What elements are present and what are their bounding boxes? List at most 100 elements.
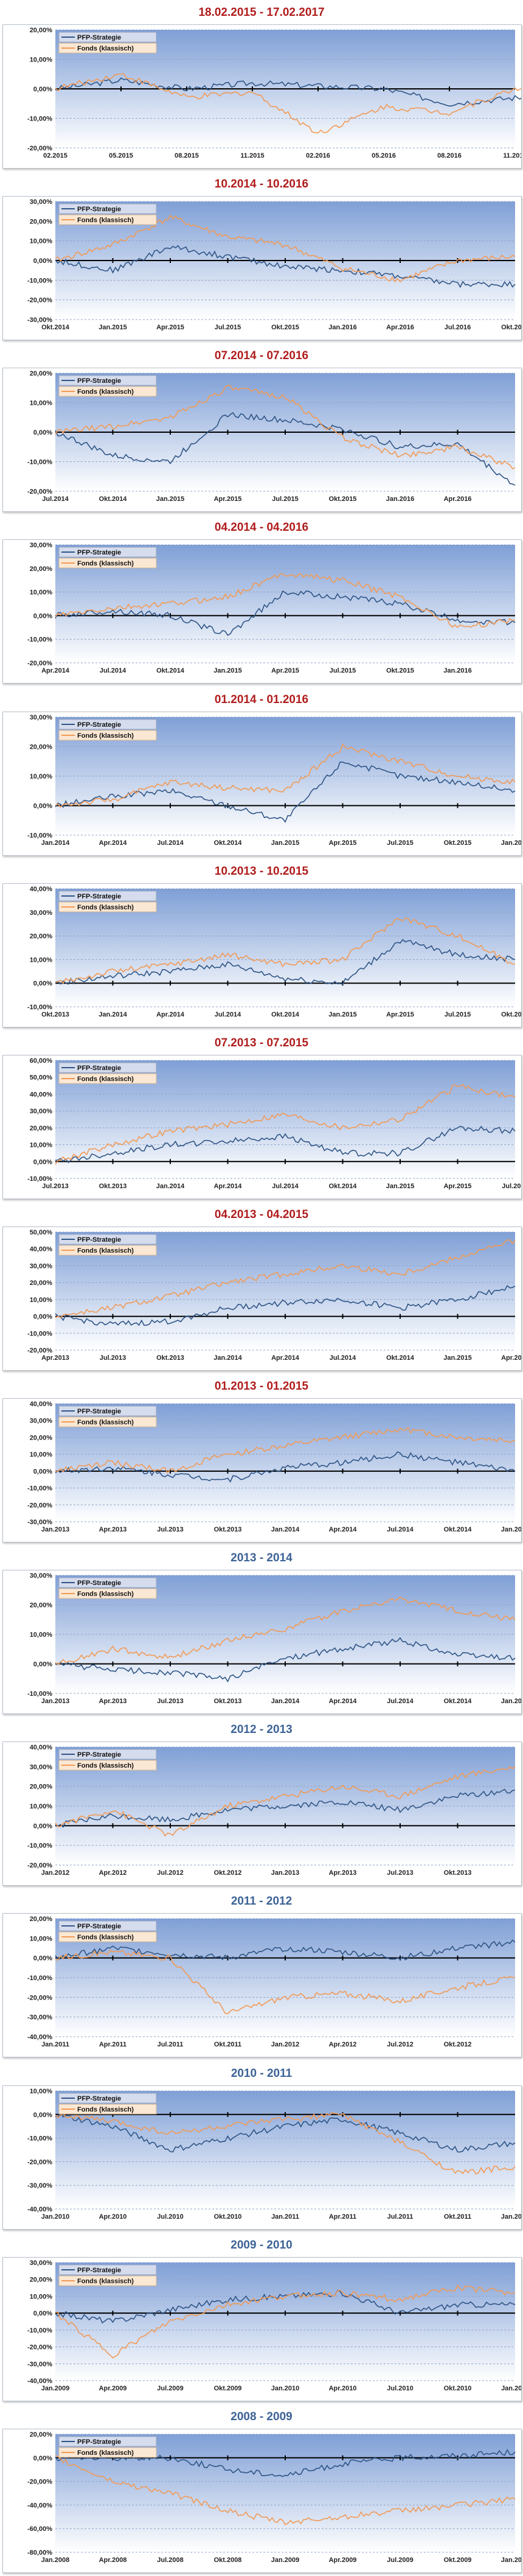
y-tick-label: 10,00%: [30, 1297, 53, 1304]
y-tick-label: 10,00%: [30, 1631, 53, 1639]
x-tick-label: Jul.2014: [42, 495, 69, 503]
y-tick-label: 20,00%: [30, 565, 53, 573]
legend-label-fund: Fonds (klassisch): [77, 217, 134, 224]
legend-entry-bg: [58, 203, 157, 214]
x-tick-label: Okt.2009: [444, 2557, 472, 2564]
chart-frame: 50,00% 40,00% 30,00% 20,00% 10,00% 0,00% -10,0…: [2, 1227, 523, 1371]
x-tick-label: Jan.2016: [443, 667, 471, 674]
legend-label-fund: Fonds (klassisch): [77, 1762, 134, 1769]
x-tick-label: Okt.2013: [156, 1354, 184, 1362]
y-tick-label: -20,00%: [27, 660, 52, 667]
chart-frame: 30,00% 20,00% 10,00% 0,00% -10,00% -20,00% Apr…: [2, 539, 522, 684]
x-tick-label: Apr.2010: [329, 2385, 357, 2392]
x-tick-label: Apr.2015: [271, 667, 299, 674]
x-tick-label: Jul.2013: [42, 1183, 68, 1190]
x-tick-label: Jan.2014: [41, 839, 70, 847]
x-tick-label: Apr.2014: [329, 1698, 358, 1705]
chart-title: 2013 - 2014: [230, 1552, 293, 1564]
y-tick-label: 50,00%: [30, 1229, 53, 1236]
x-tick-label: Okt.2014: [386, 1354, 415, 1362]
x-tick-label: Okt.2014: [156, 667, 185, 674]
y-tick-label: -20,00%: [27, 488, 52, 495]
x-tick-label: Jul.2012: [387, 2041, 413, 2048]
y-tick-label: 40,00%: [30, 886, 53, 893]
x-tick-label: Apr.2014: [41, 667, 70, 674]
legend-entry-bg: [58, 2275, 157, 2286]
legend-label-strategy: PFP-Strategie: [77, 377, 121, 385]
y-tick-label: 10,00%: [30, 238, 53, 245]
x-tick-label: Jan.2014: [213, 1354, 242, 1362]
y-tick-label: 0,00%: [33, 612, 52, 620]
line-chart: 30,00% 20,00% 10,00% 0,00% -10,00% -20,00% -30…: [27, 198, 523, 331]
x-tick-label: Okt.2014: [329, 1183, 358, 1190]
y-tick-label: -20,00%: [27, 2344, 52, 2351]
series-line-strategy: [55, 1788, 516, 1828]
series-line-strategy: [55, 939, 516, 985]
y-tick-label: 10,00%: [30, 1935, 53, 1942]
x-tick-label: Apr.2009: [329, 2557, 357, 2564]
x-tick-label: Apr.2011: [329, 2213, 356, 2221]
y-tick-label: -30,00%: [27, 2361, 52, 2368]
y-tick-label: -10,00%: [27, 1330, 52, 1337]
x-tick-label: Jul.2013: [100, 1354, 126, 1362]
x-tick-label: Jan.2011: [41, 2041, 69, 2048]
legend-entry-bg: [58, 214, 157, 225]
x-tick-label: Jan.2014: [156, 1183, 185, 1190]
y-tick-label: 0,00%: [33, 1822, 52, 1830]
y-tick-label: -40,00%: [27, 2206, 52, 2213]
legend-label-strategy: PFP-Strategie: [77, 1236, 121, 1244]
x-tick-label: Apr.2008: [99, 2557, 127, 2564]
x-tick-label: Jul.2016: [445, 324, 471, 331]
y-tick-label: 20,00%: [30, 1783, 53, 1791]
x-tick-label: Okt.2010: [214, 2213, 242, 2221]
y-tick-label: -30,00%: [27, 2014, 52, 2021]
legend-label-fund: Fonds (klassisch): [77, 1076, 134, 1083]
x-tick-label: Jul.2011: [158, 2041, 184, 2048]
x-tick-label: Jul.2014: [387, 1526, 414, 1533]
y-tick-label: -10,00%: [27, 1485, 52, 1493]
x-tick-label: Okt.2013: [444, 1869, 472, 1877]
chart-panel: 07.2013 - 07.2015 60,00% 50,00% 40,00% 30,00…: [0, 1031, 523, 1202]
legend: PFP-Strategie Fonds (klassisch): [58, 1405, 157, 1427]
x-tick-label: Jul.2013: [387, 1869, 413, 1877]
chart-title: 2012 - 2013: [230, 1723, 293, 1736]
x-tick-label: Okt.2015: [329, 495, 357, 503]
y-tick-label: 60,00%: [30, 1057, 53, 1065]
x-tick-label: Jan.2014: [271, 1698, 300, 1705]
legend-entry-bg: [58, 375, 157, 386]
legend-entry-bg: [58, 730, 157, 741]
legend-entry-bg: [58, 1416, 157, 1427]
y-tick-label: 20,00%: [30, 1125, 53, 1132]
legend-entry-bg: [58, 547, 157, 558]
legend: PFP-Strategie Fonds (klassisch): [58, 547, 157, 569]
legend-label-strategy: PFP-Strategie: [77, 1580, 121, 1587]
x-tick-label: Jan.2013: [41, 1698, 69, 1705]
legend: PFP-Strategie Fonds (klassisch): [58, 2436, 157, 2458]
legend-label-fund: Fonds (klassisch): [77, 904, 134, 911]
x-tick-label: Okt.2014: [99, 495, 128, 503]
x-tick-label: Okt.2015: [501, 1011, 521, 1018]
y-tick-label: -10,00%: [27, 2135, 52, 2143]
y-tick-label: 30,00%: [30, 198, 53, 206]
y-tick-label: -20,00%: [27, 1862, 52, 1869]
series-line-strategy: [55, 245, 516, 289]
chart-panel: 18.02.2015 - 17.02.2017 20,00% 10,00% 0,00%…: [0, 0, 523, 172]
x-tick-label: Okt.2012: [214, 1869, 242, 1877]
x-tick-label: Okt.2014: [41, 324, 70, 331]
legend-label-fund: Fonds (klassisch): [77, 2106, 134, 2113]
x-tick-label: Apr.2012: [329, 2041, 357, 2048]
series-line-strategy: [55, 1284, 516, 1326]
x-tick-label: Okt.2013: [214, 1698, 242, 1705]
legend-entry-bg: [58, 891, 157, 901]
legend-entry-bg: [58, 32, 157, 43]
x-tick-label: Apr.2013: [99, 1698, 127, 1705]
legend: PFP-Strategie Fonds (klassisch): [58, 375, 157, 397]
y-tick-label: -10,00%: [27, 636, 52, 643]
y-tick-label: 10,00%: [30, 2293, 53, 2300]
series-line-strategy: [55, 761, 516, 824]
x-tick-label: Jul.2014: [387, 1698, 414, 1705]
y-tick-label: -30,00%: [27, 2182, 52, 2189]
x-tick-label: Jul.2013: [157, 1526, 183, 1533]
x-tick-label: Jul.2014: [215, 1011, 241, 1018]
y-tick-label: -10,00%: [27, 832, 52, 839]
